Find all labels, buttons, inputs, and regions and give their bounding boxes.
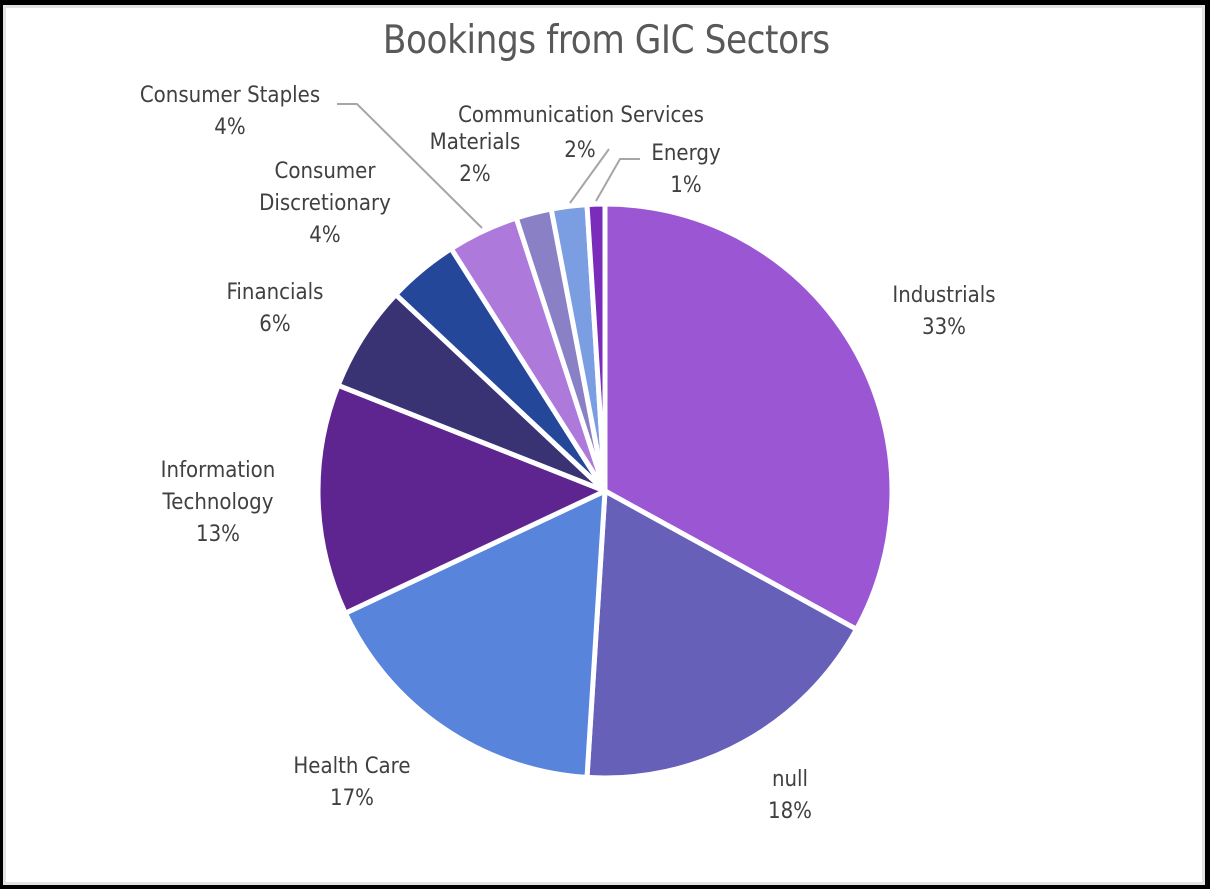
label-name: Communication Services [458,103,704,128]
data-label-information-technology: Information Technology 13% [146,455,290,551]
data-label-consumer-discretionary: Consumer Discretionary 4% [249,156,402,252]
label-percent: 2% [459,162,491,187]
leader-line-consumer-staples [337,103,483,229]
leader-lines [337,103,640,229]
data-label-industrials: Industrials 33% [881,280,1007,344]
data-label-energy: Energy 1% [641,138,731,202]
pie-slice-health-care [342,488,608,780]
label-percent: 4% [309,223,341,248]
label-name-line2: Technology [162,490,274,515]
label-name: Industrials [892,283,996,308]
label-percent: 6% [259,312,291,337]
pie-slices [315,201,895,781]
label-percent: 1% [670,173,702,198]
label-percent: 18% [767,799,813,824]
chart-title: Bookings from GIC Sectors [382,18,830,63]
label-percent: 33% [921,315,967,340]
label-name: Materials [429,130,521,155]
data-label-consumer-staples: Consumer Staples 4% [131,80,329,144]
label-name: Health Care [293,754,411,779]
pie-slice-information-technology [315,382,608,616]
data-label-communication-services: Communication Services [451,100,712,132]
data-label-financials: Financials 6% [212,277,338,341]
leader-line-communication-services [569,148,610,204]
data-label-null: null 18% [745,764,835,828]
label-name: Energy [651,141,721,166]
data-label-materials: Materials 2% [421,127,529,191]
data-label-health-care: Health Care 17% [280,751,424,815]
label-name-line1: Consumer [274,159,376,184]
leader-line-energy [595,158,640,202]
data-label-communication-services-percent: 2% [553,135,607,167]
pie-slice-null [584,488,859,781]
label-name-line1: Information [160,458,276,483]
label-percent: 2% [564,138,596,163]
label-name: Consumer Staples [139,83,321,108]
label-name: null [771,767,809,792]
label-name: Financials [226,280,324,305]
pie-slice-industrials [602,201,895,632]
pie-slice-energy [584,201,608,494]
label-percent: 17% [329,786,375,811]
label-name-line2: Discretionary [259,191,391,216]
label-percent: 13% [195,522,241,547]
label-percent: 4% [214,115,246,140]
